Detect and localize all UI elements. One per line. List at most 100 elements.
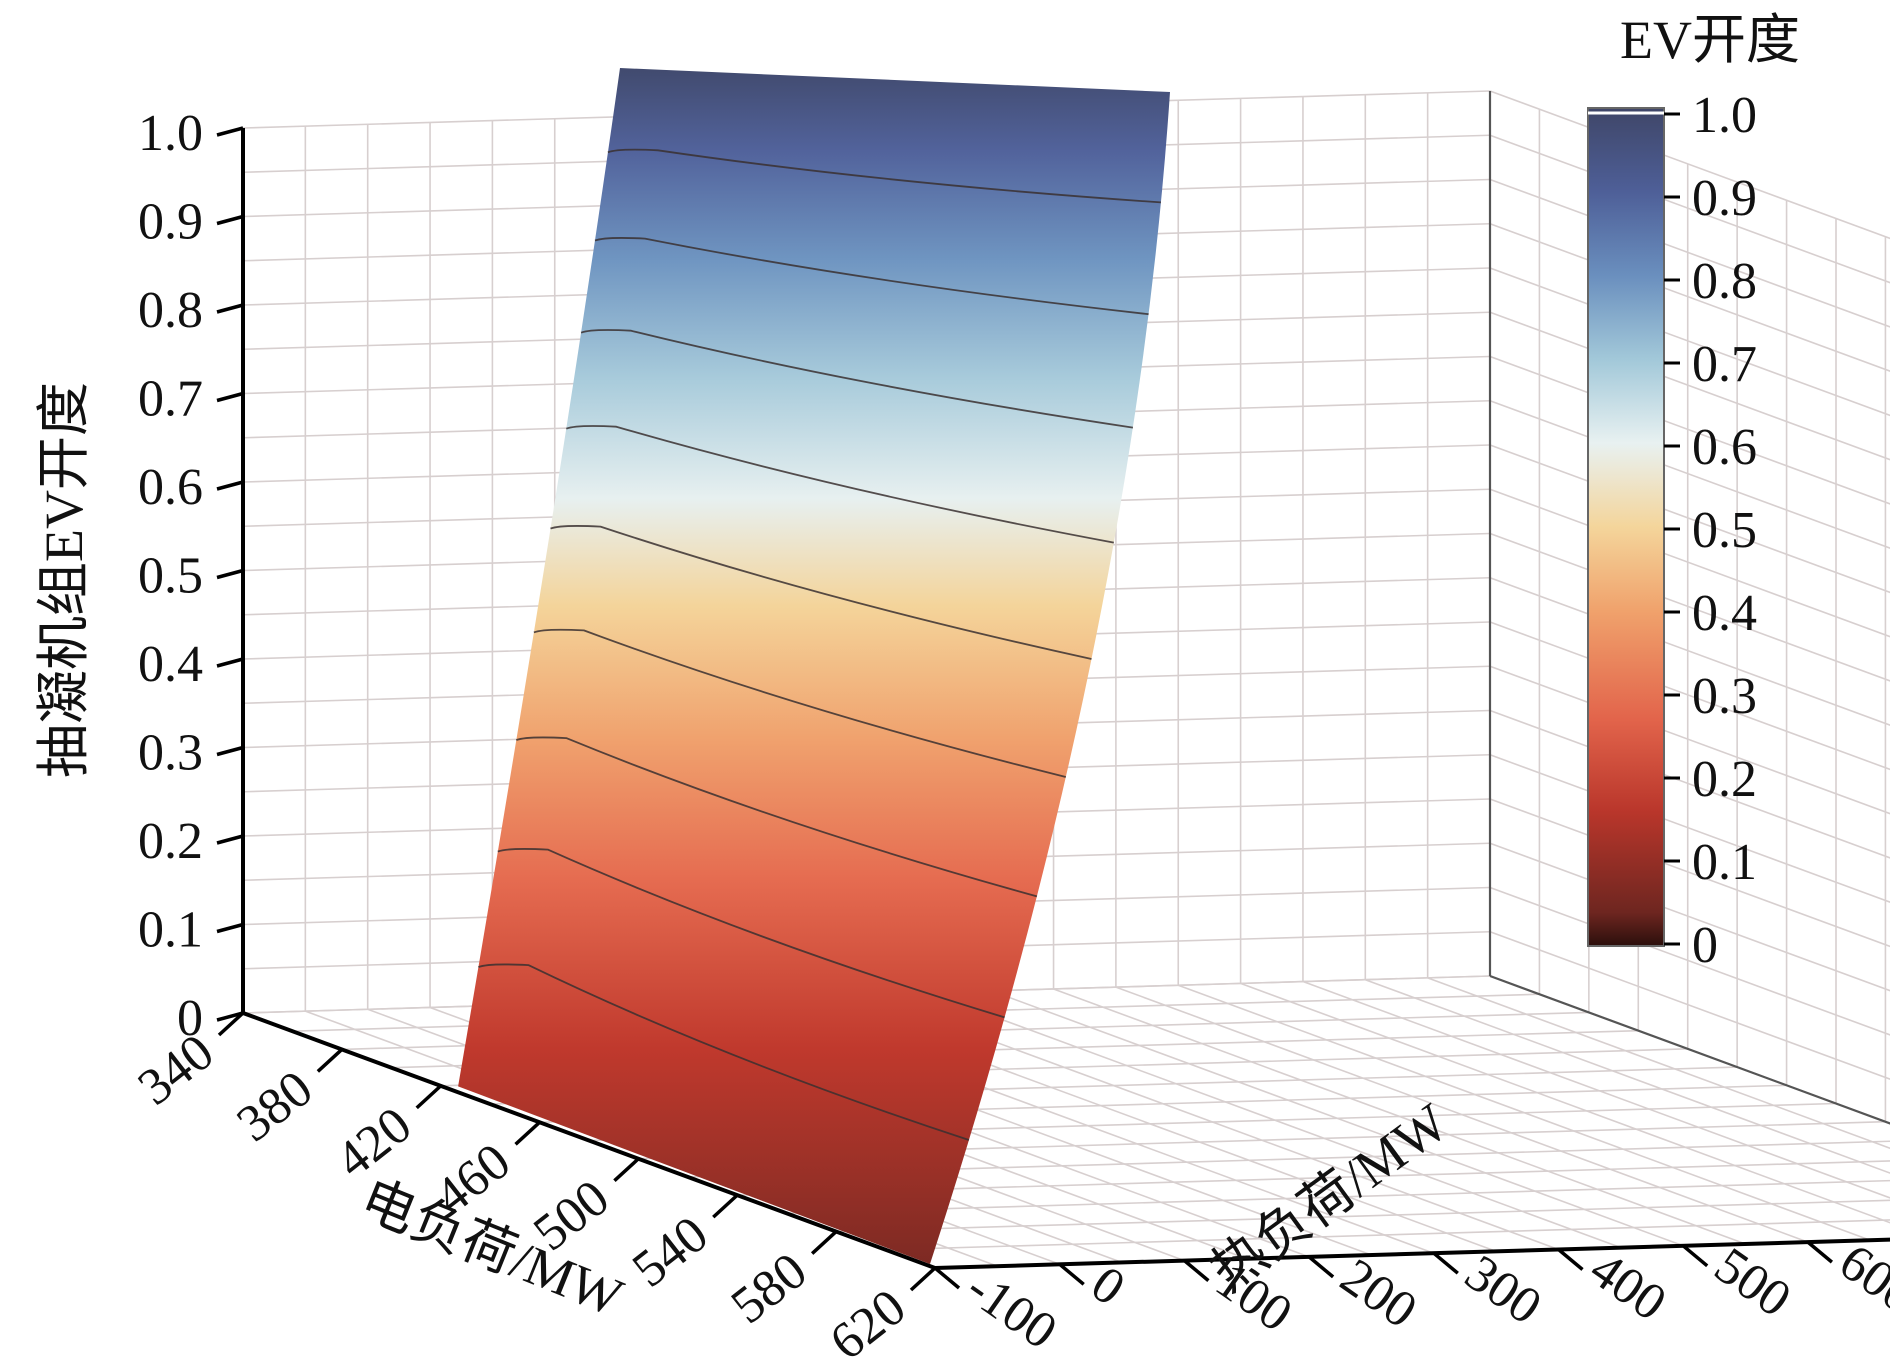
z-tick-mark — [216, 568, 244, 580]
colorbar-tick-label: 0.2 — [1692, 751, 1757, 808]
y-tick-label: -100 — [956, 1259, 1067, 1360]
z-tick-mark — [216, 303, 244, 314]
back-wall-grid-line — [1489, 311, 1890, 461]
z-tick-mark — [216, 657, 244, 668]
colorbar: 0 0.1 0.2 0.3 0.4 0.5 0.6 0.7 0.8 0.9 1.0 EV开度 — [1587, 10, 1800, 974]
back-wall-grid-line — [1489, 753, 1890, 904]
z-tick-label: 0 — [177, 990, 203, 1047]
y-tick-mark — [1432, 1251, 1459, 1275]
z-tick-label: 0.9 — [138, 194, 203, 251]
z-tick-label: 0.3 — [138, 725, 203, 782]
floor-grid-line — [1053, 988, 1746, 1245]
floor-grid-line — [1177, 984, 1871, 1242]
y-tick-mark — [1806, 1240, 1834, 1264]
z-axis-title: 抽凝机组EV开度 — [34, 382, 94, 778]
y-tick-label: 400 — [1580, 1241, 1677, 1332]
x-axis-line — [242, 1011, 936, 1270]
contour-line — [607, 148, 1161, 204]
contour-line — [478, 963, 970, 1141]
back-wall-grid-line — [1489, 621, 1890, 771]
contour-line — [497, 848, 1005, 1019]
y-tick-mark — [1058, 1262, 1085, 1286]
floor-grid-line — [928, 991, 1622, 1249]
y-tick-mark — [1682, 1244, 1709, 1268]
contour-line — [533, 628, 1067, 778]
x-tick-mark — [909, 1266, 937, 1292]
z-tick-mark — [216, 126, 244, 137]
colorbar-tick-label: 1.0 — [1692, 87, 1757, 144]
floor-grid-line — [1365, 978, 1890, 1174]
x-tick-label: 540 — [622, 1206, 719, 1299]
surface-sheet — [458, 68, 1171, 1264]
floor-grid-line — [990, 990, 1684, 1247]
x-tick-label: 340 — [128, 1024, 225, 1117]
z-tick-label: 0.5 — [138, 548, 203, 605]
back-wall-grid-line — [1489, 222, 1890, 373]
z-tick-label: 0.1 — [138, 902, 203, 959]
x-tick-mark — [217, 1011, 245, 1037]
x-tick-mark — [514, 1120, 541, 1146]
z-tick-label: 0.2 — [138, 813, 203, 870]
y-tick-label: 300 — [1455, 1244, 1552, 1335]
colorbar-tick-label: 0 — [1692, 917, 1718, 974]
z-tick-mark — [216, 1011, 244, 1022]
floor-grid-line — [1302, 980, 1890, 1199]
contour-line — [565, 425, 1114, 544]
z-tick-mark — [216, 480, 244, 491]
back-wall-grid-line — [1489, 178, 1890, 328]
z-tick-mark — [216, 745, 244, 757]
y-tick-label: 200 — [1330, 1248, 1427, 1339]
contour-line — [580, 329, 1134, 429]
back-wall-grid-line — [1489, 267, 1890, 417]
z-tick-mark — [216, 834, 244, 845]
x-tick-mark — [613, 1157, 640, 1183]
x-tick-mark — [810, 1230, 838, 1255]
back-wall-grid-line — [1489, 709, 1890, 859]
colorbar-tick-label: 0.1 — [1692, 834, 1757, 891]
z-tick-mark — [216, 922, 244, 934]
y-tick-mark — [1557, 1248, 1584, 1271]
back-wall-grid-line — [1489, 532, 1890, 682]
colorbar-tick-label: 0.7 — [1692, 336, 1757, 393]
colorbar-tick-label: 0.5 — [1692, 502, 1757, 559]
x-tick-label: 380 — [227, 1060, 324, 1153]
y-tick-label: 500 — [1704, 1237, 1801, 1328]
colorbar-tick-label: 0.8 — [1692, 253, 1757, 310]
floor-grid-line — [1115, 986, 1809, 1243]
x-tick-mark — [316, 1048, 344, 1073]
y-tick-mark — [933, 1266, 961, 1290]
z-tick-mark — [216, 391, 244, 403]
y-tick-mark — [1307, 1255, 1335, 1279]
y-axis-title: 热负荷/MW — [1200, 1092, 1459, 1303]
x-tick-label: 620 — [820, 1279, 917, 1367]
x-tick-label: 580 — [721, 1242, 818, 1335]
colorbar-title: EV开度 — [1620, 10, 1800, 70]
x-tick-mark — [415, 1084, 442, 1110]
back-wall-grid-line — [1489, 399, 1890, 550]
colorbar-tick-label: 0.4 — [1692, 585, 1757, 642]
y-tick-label: 600 — [1829, 1233, 1890, 1324]
z-tick-label: 0.7 — [138, 371, 203, 428]
floor-grid-line — [1427, 977, 1890, 1150]
back-wall-grid-line — [1489, 90, 1890, 240]
back-wall-grid-line — [1489, 930, 1890, 1081]
back-wall-grid-line — [1489, 488, 1890, 638]
back-wall-grid-line — [1489, 444, 1890, 594]
z-tick-label: 0.6 — [138, 459, 203, 516]
back-wall-grid-line — [1489, 665, 1890, 815]
colorbar-tick-label: 0.6 — [1692, 419, 1757, 476]
contour-line — [515, 736, 1038, 898]
x-tick-mark — [712, 1193, 739, 1219]
z-tick-label: 0.4 — [138, 636, 203, 693]
surface — [458, 68, 1171, 1264]
contour-line — [550, 525, 1092, 660]
z-tick-label: 1.0 — [138, 105, 203, 162]
colorbar-gradient — [1587, 107, 1665, 947]
back-wall-grid-line — [1489, 576, 1890, 727]
floor-grid-line — [1240, 982, 1890, 1224]
back-wall-grid-line — [1489, 842, 1890, 992]
z-tick-mark — [216, 214, 244, 226]
back-wall-grid-line — [1489, 134, 1890, 284]
